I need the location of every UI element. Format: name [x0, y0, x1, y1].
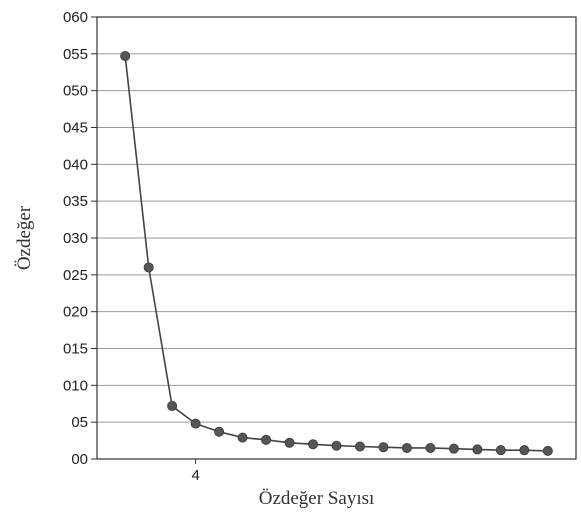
y-axis-title: Özdeğer: [14, 205, 35, 270]
series-line: [124, 55, 548, 452]
data-point: [190, 418, 201, 429]
y-tick-label: 025: [63, 267, 88, 284]
y-tick-label: 030: [63, 230, 88, 247]
data-point: [495, 445, 506, 456]
y-tick-label: 00: [71, 451, 88, 468]
data-point: [237, 432, 248, 443]
y-tick-label: 015: [63, 341, 88, 358]
grid-lines: [97, 53, 576, 423]
data-point: [167, 400, 178, 411]
data-point: [448, 443, 459, 454]
plot-frame: [96, 16, 577, 460]
x-axis-ticks: 4: [191, 459, 200, 484]
y-tick-label: 050: [63, 83, 88, 100]
data-point: [261, 434, 272, 445]
data-point: [425, 442, 436, 453]
y-tick-label: 05: [71, 414, 88, 431]
y-tick-label: 060: [63, 9, 88, 26]
y-tick-label: 020: [63, 304, 88, 321]
data-point: [542, 445, 553, 456]
x-tick-label: 4: [191, 467, 199, 484]
y-tick-label: 045: [63, 120, 88, 137]
data-point: [143, 262, 154, 273]
y-tick-label: 010: [63, 377, 88, 394]
eigenvalue-series: [120, 51, 553, 456]
data-point: [378, 442, 389, 453]
data-point: [331, 440, 342, 451]
data-point: [472, 444, 483, 455]
x-axis-title: Özdeğer Sayısı: [259, 488, 375, 509]
data-point: [284, 437, 295, 448]
data-point: [519, 445, 530, 456]
y-tick-label: 035: [63, 193, 88, 210]
y-tick-label: 040: [63, 156, 88, 173]
data-point: [354, 441, 365, 452]
data-point: [401, 442, 412, 453]
data-point: [214, 426, 225, 437]
data-point: [308, 439, 319, 450]
y-tick-label: 055: [63, 46, 88, 63]
y-axis-ticks: 00 05 010 015 020 025 030 035 040 045 050 055 060: [63, 9, 97, 468]
data-point: [120, 51, 131, 62]
